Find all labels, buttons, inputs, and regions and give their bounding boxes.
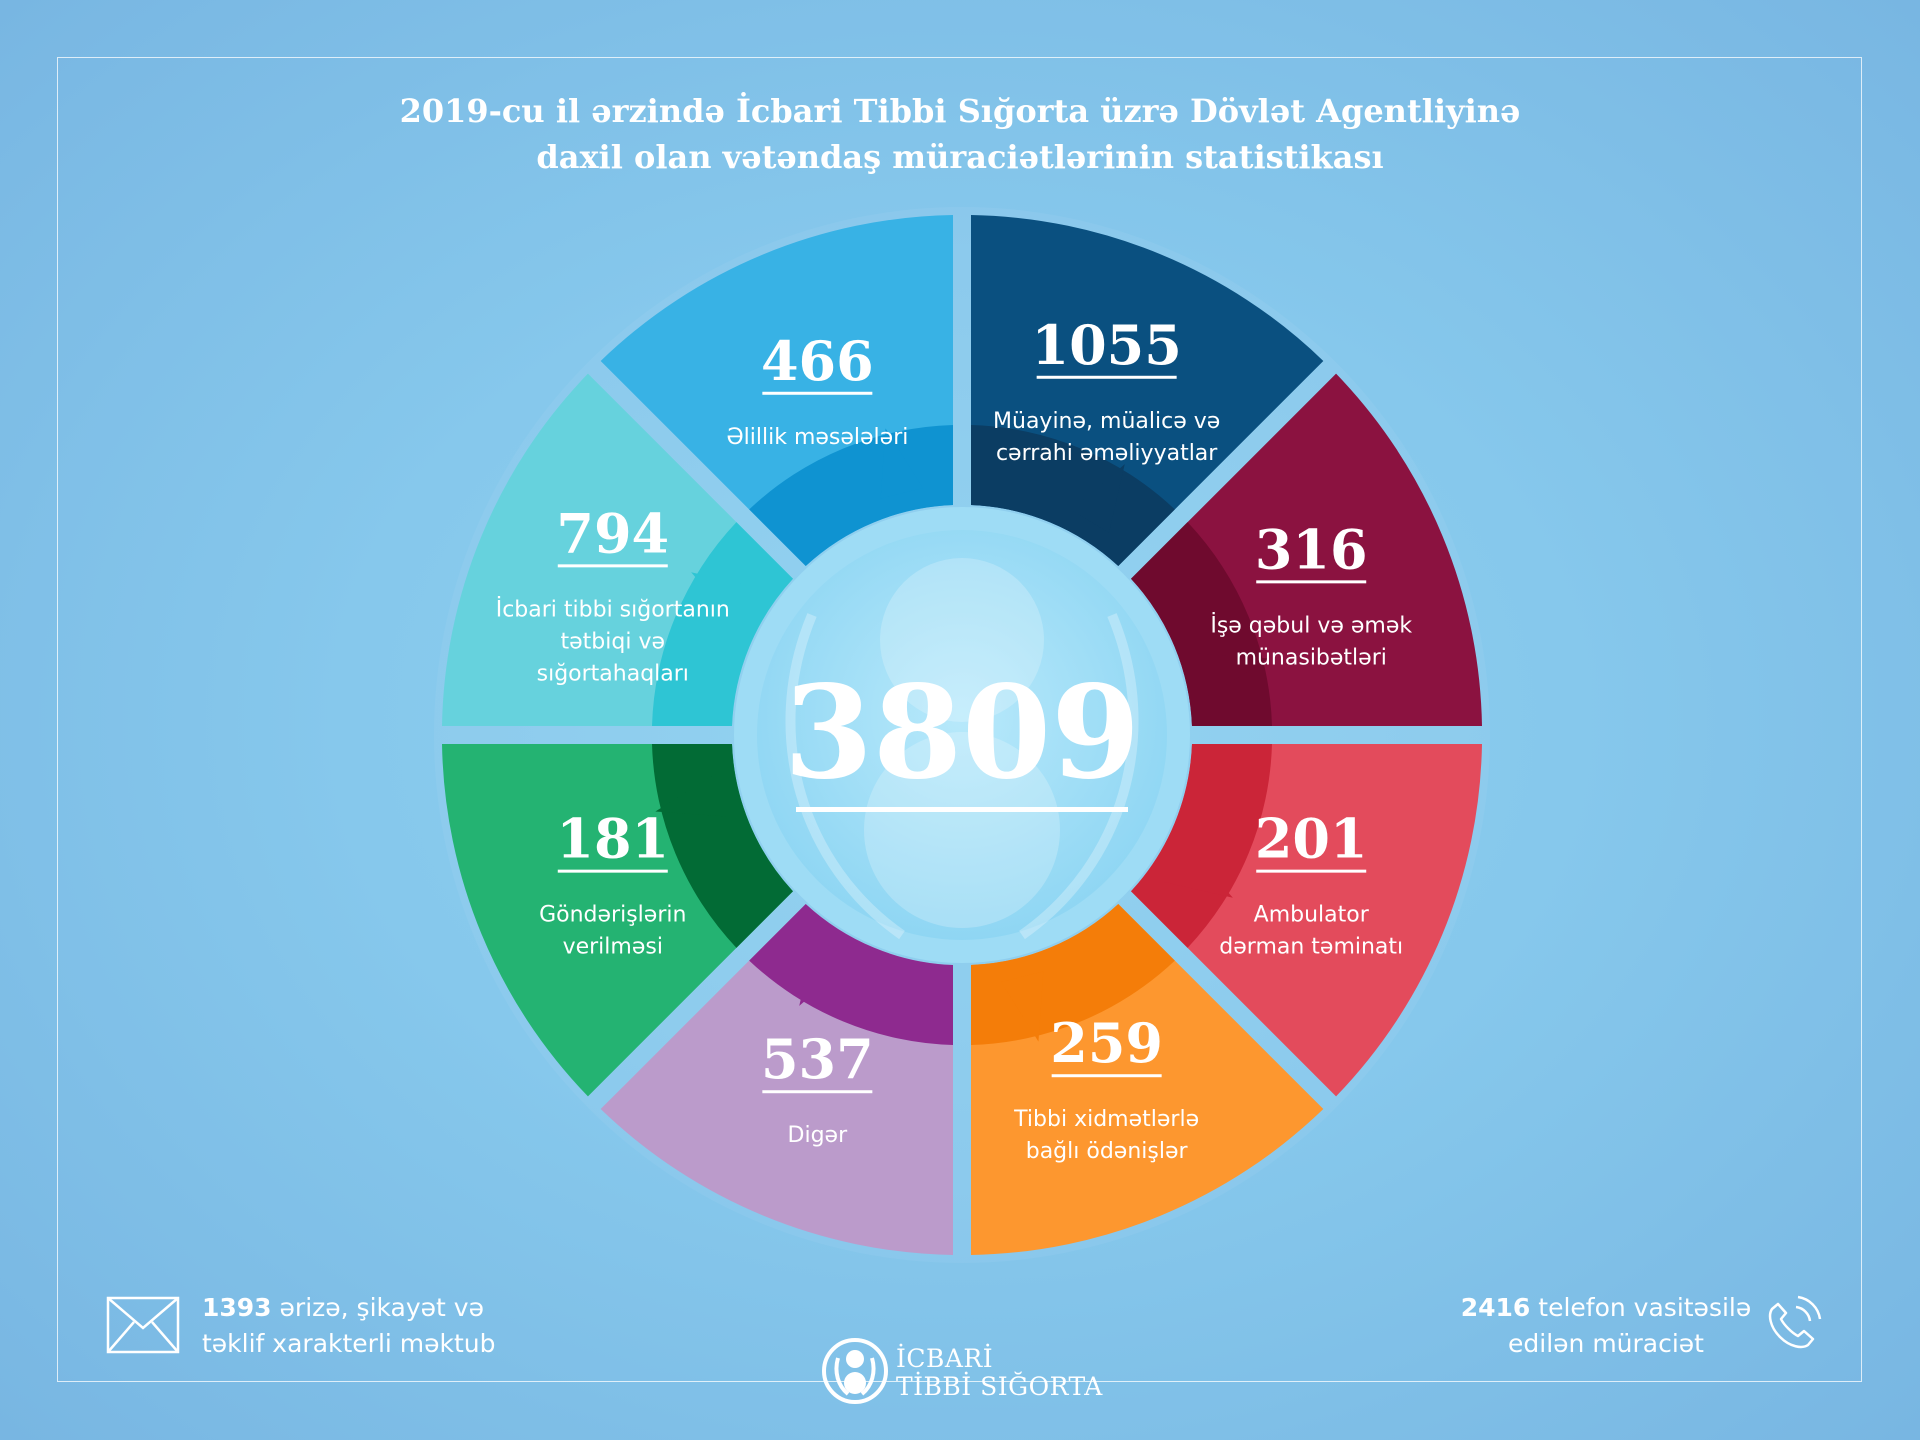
mail-stat: 1393 ərizə, şikayət və təklif xarakterli… [202,1290,496,1362]
phone-text-line2: edilən müraciət [1508,1329,1704,1358]
watermark-arc-right [1019,613,1139,940]
mail-text-line2: təklif xarakterli məktub [202,1329,496,1358]
segment-inner-2 [1130,744,1272,948]
segment-value-underline-5 [557,869,668,873]
segment-value-6: 794 [556,501,669,565]
infographic-frame [57,57,1862,1382]
chart-title-line1: 2019-cu il ərzində İcbari Tibbi Sığorta … [399,92,1521,130]
segment-value-5: 181 [556,807,669,871]
gear-tooth-1 [1198,653,1269,696]
mail-count: 1393 [202,1293,272,1322]
segment-label-6-1: tətbiqi və [561,629,666,654]
watermark-body [864,732,1060,928]
mail-text-line1: ərizə, şikayət və [271,1293,484,1322]
center-disc [757,530,1167,940]
gear-tooth-6 [691,572,760,626]
phone-text-line1: telefon vasitəsilə [1530,1293,1752,1322]
total-underline [796,807,1128,812]
envelope-icon [106,1296,180,1354]
segment-inner-4 [749,903,953,1045]
segment-value-underline-6 [557,564,668,568]
segment-label-1-1: münasibətləri [1236,645,1387,670]
phone-icon [1768,1295,1822,1349]
segment-value-underline-7 [762,391,873,395]
segment-inner-0 [971,425,1175,567]
segment-label-2-1: dərman təminatı [1219,935,1403,960]
segment-value-underline-4 [762,1090,873,1094]
segment-label-6-2: sığortahaqları [537,661,689,686]
logo-text: İCBARİ TİBBİ SIĞORTA [896,1345,1103,1401]
segment-label-4-0: Digər [788,1123,849,1148]
phone-count: 2416 [1460,1293,1531,1322]
watermark-arc-left [785,613,905,940]
segment-label-0-1: cərrahi əməliyyatlar [996,441,1218,466]
gear-tooth-4 [799,937,853,1006]
segment-value-3: 259 [1050,1011,1163,1075]
segment-value-underline-3 [1051,1074,1162,1078]
segment-label-1-0: İşə qəbul və əmək [1210,612,1412,638]
total-value: 3809 [784,658,1140,808]
phone-stat: 2416 telefon vasitəsilə edilən müraciət [1460,1290,1752,1362]
segment-value-underline-1 [1256,580,1367,584]
segment-value-0: 1055 [1032,313,1182,377]
segment-value-4: 537 [761,1027,874,1091]
segment-label-2-0: Ambulator [1254,903,1370,928]
segment-value-2: 201 [1255,807,1368,871]
watermark-head [880,558,1044,722]
segment-value-7: 466 [761,329,874,393]
segment-value-underline-0 [1036,375,1177,379]
gear-tooth-0 [1071,464,1125,533]
segment-label-7-0: Əlillik məsələləri [726,425,908,450]
gear-tooth-3 [1001,971,1044,1042]
gear-tooth-2 [1164,844,1233,898]
chart-title-line2: daxil olan vətəndaş müraciətlərinin stat… [536,138,1384,176]
segment-label-0-0: Müayinə, müalicə və [993,409,1220,434]
gear-tooth-5 [655,774,726,817]
segment-value-underline-2 [1256,869,1367,873]
segment-label-5-0: Göndərişlərin [539,903,686,928]
segment-label-3-0: Tibbi xidmətlərlə [1013,1107,1199,1132]
segment-label-5-1: verilməsi [563,935,663,960]
segment-value-1: 316 [1255,517,1368,581]
logo-icon [822,1338,888,1404]
gear-tooth-7 [880,428,923,499]
segment-label-3-1: bağlı ödənişlər [1026,1139,1189,1164]
segment-inner-6 [652,522,794,726]
logo-line1: İCBARİ [896,1344,994,1373]
segment-label-6-0: İcbari tibbi sığortanın [496,596,730,622]
logo-line2: TİBBİ SIĞORTA [896,1372,1103,1401]
